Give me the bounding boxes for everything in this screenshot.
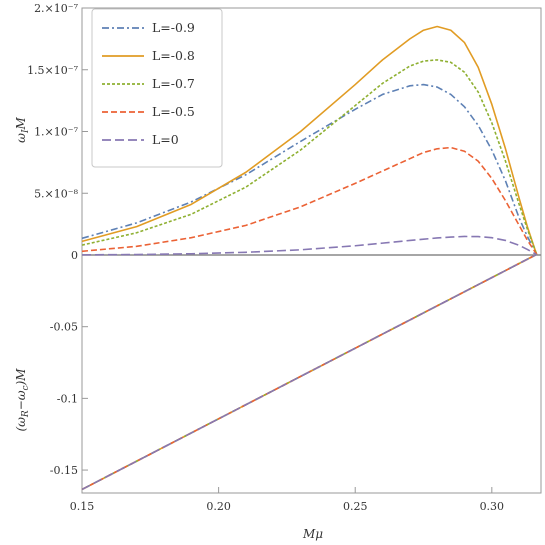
xtick-label: 0.20 <box>206 500 231 513</box>
top-series-2 <box>81 59 538 256</box>
top-ytick-label: 1.×10⁻⁷ <box>34 126 79 139</box>
top-ytick-label: 1.5×10⁻⁷ <box>27 64 79 77</box>
legend-label-3: L=-0.5 <box>152 104 195 119</box>
legend-label-0: L=-0.9 <box>152 20 195 35</box>
xtick-label: 0.25 <box>343 500 368 513</box>
xtick-label: 0.30 <box>480 500 505 513</box>
top-series-4 <box>81 235 538 256</box>
bottom-ytick-label: -0.05 <box>50 321 78 334</box>
bottom-series-4 <box>81 254 536 491</box>
legend-label-4: L=0 <box>152 132 179 147</box>
xtick-label: 0.15 <box>70 500 95 513</box>
curves <box>81 25 538 491</box>
legend: L=-0.9 L=-0.8 L=-0.7 L=-0.5 L=0 <box>91 8 223 168</box>
bottom-y-axis-label: (ωR−ωc)M <box>14 368 31 432</box>
bottom-ytick-label: -0.15 <box>50 464 78 477</box>
legend-box <box>91 8 223 168</box>
top-series-0 <box>81 83 538 256</box>
top-ytick-label: 5.×10⁻⁸ <box>34 187 79 200</box>
x-axis-label: Mμ <box>302 527 323 541</box>
legend-label-1: L=-0.8 <box>152 48 195 63</box>
top-ytick-label: 0 <box>71 249 78 262</box>
legend-label-2: L=-0.7 <box>152 76 195 91</box>
top-series-3 <box>81 146 538 256</box>
bottom-ytick-label: -0.1 <box>57 392 78 405</box>
top-ytick-label: 2.×10⁻⁷ <box>34 2 79 15</box>
top-y-axis-label: ωIM <box>14 116 31 142</box>
axis-ticks: 0 5.×10⁻⁸ 1.×10⁻⁷ 1.5×10⁻⁷ 2.×10⁻⁷ -0.05 -0.1 -… <box>27 2 504 513</box>
top-series-1 <box>81 25 538 256</box>
